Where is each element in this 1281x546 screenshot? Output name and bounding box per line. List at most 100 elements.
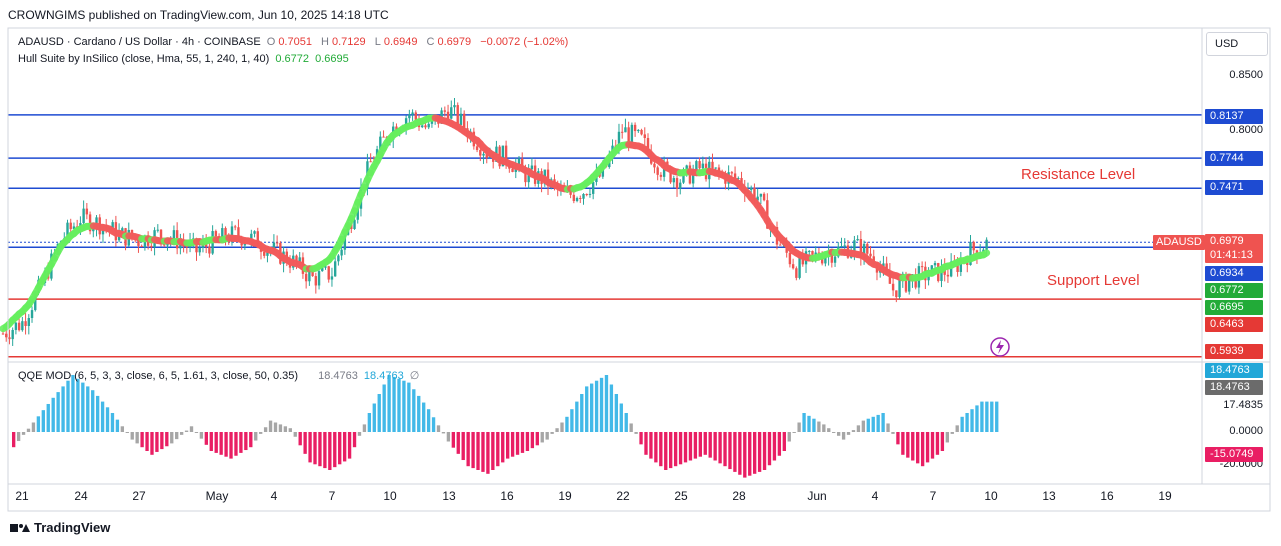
qqe-bar: [693, 432, 698, 459]
candle-body: [672, 178, 675, 183]
qqe-bar: [234, 432, 238, 456]
qqe-bar: [649, 432, 653, 459]
candle-body: [859, 238, 863, 258]
candle-body: [956, 262, 959, 272]
qqe-bar: [441, 432, 446, 434]
qqe-bar: [990, 401, 994, 432]
candle-body: [617, 131, 621, 148]
candle-body: [795, 268, 798, 278]
candle-body: [633, 124, 637, 132]
qqe-bar: [491, 432, 495, 470]
qqe-bar: [525, 432, 530, 451]
candle-body: [288, 263, 292, 268]
candle-body: [424, 125, 427, 128]
candle-body: [453, 105, 456, 108]
qqe-bar: [545, 432, 549, 440]
symbol-name[interactable]: ADAUSD · Cardano / US Dollar · 4h · COIN…: [18, 36, 261, 48]
candle-body: [111, 222, 114, 230]
candle-body: [221, 228, 224, 239]
candle-body: [637, 129, 640, 132]
qqe-bar: [184, 430, 189, 432]
qqe-bar: [387, 375, 391, 432]
qqe-bar: [916, 432, 920, 464]
qqe-bar: [925, 432, 930, 463]
candle-body: [630, 124, 634, 143]
candle-body: [824, 257, 827, 264]
candle-body: [908, 280, 911, 292]
qqe-bar: [876, 414, 880, 432]
symbol-legend: ADAUSD · Cardano / US Dollar · 4h · COIN…: [18, 36, 571, 48]
qqe-bar: [130, 432, 134, 440]
qqe-bar: [743, 432, 747, 478]
candle-body: [933, 263, 937, 266]
x-axis-label: Jun: [807, 489, 827, 503]
candle-body: [234, 226, 237, 228]
candle-body: [685, 165, 688, 170]
x-axis-label: 25: [674, 489, 688, 503]
candle-body: [830, 252, 834, 263]
qqe-bar: [619, 403, 623, 432]
candle-body: [321, 267, 324, 272]
qqe-bar: [333, 432, 337, 468]
hull-segment: [979, 249, 991, 259]
qqe-bar: [960, 416, 964, 432]
candle-body: [414, 112, 417, 120]
price-axis-label: 0.8000: [1229, 124, 1263, 136]
candle-body: [756, 196, 759, 201]
qqe-bar: [165, 432, 169, 447]
candle-body: [14, 322, 18, 330]
qqe-bar: [604, 375, 609, 432]
candle-body: [140, 245, 143, 248]
indicator-name[interactable]: Hull Suite by InSilico (close, Hma, 55, …: [18, 53, 270, 65]
candle-body: [11, 329, 14, 340]
candle-body: [343, 234, 347, 250]
candle-body: [898, 279, 901, 298]
currency-button[interactable]: USD: [1206, 32, 1268, 56]
x-axis-label: 19: [1158, 489, 1172, 503]
x-axis-label: 21: [15, 489, 29, 503]
candle-body: [656, 167, 659, 175]
candle-body: [198, 247, 201, 253]
qqe-bar: [397, 378, 401, 432]
qqe-bar: [278, 424, 283, 432]
qqe-bar: [293, 432, 297, 437]
qqe-name[interactable]: QQE MOD (6, 5, 3, 3, close, 6, 5, 1.61, …: [18, 370, 299, 382]
candle-body: [579, 197, 582, 199]
qqe-bar: [530, 432, 535, 449]
qqe-bar: [797, 422, 801, 432]
qqe-bar: [772, 432, 777, 461]
candle-body: [891, 283, 895, 291]
footer-brand[interactable]: TradingView: [10, 520, 110, 535]
qqe-bar: [738, 432, 742, 475]
candle-body: [382, 136, 385, 138]
qqe-bar: [762, 432, 767, 470]
candle-body: [621, 131, 624, 133]
qqe-empty-value: ∅: [409, 370, 420, 382]
qqe-bar: [911, 432, 915, 461]
qqe-bar: [110, 413, 115, 432]
candle-body: [733, 173, 737, 179]
candles: [1, 98, 988, 346]
candle-body: [95, 217, 98, 228]
candle-body: [317, 271, 321, 286]
qqe-bar: [886, 423, 890, 432]
qqe-bar: [664, 432, 668, 470]
qqe-bar: [31, 422, 36, 432]
qqe-bar: [614, 394, 619, 432]
candle-body: [82, 208, 85, 224]
candle-body: [369, 161, 372, 163]
qqe-bar: [644, 432, 648, 455]
candle-body: [759, 193, 763, 197]
candle-body: [643, 134, 646, 138]
qqe-bar: [881, 413, 885, 432]
qqe-bar: [422, 402, 426, 432]
candle-body: [479, 150, 482, 156]
candle-body: [750, 187, 753, 190]
qqe-bar: [268, 420, 273, 432]
x-axis-label: 10: [984, 489, 998, 503]
candle-body: [172, 230, 176, 240]
candle-body: [230, 226, 234, 243]
qqe-bar: [565, 416, 569, 432]
candle-body: [72, 226, 76, 230]
